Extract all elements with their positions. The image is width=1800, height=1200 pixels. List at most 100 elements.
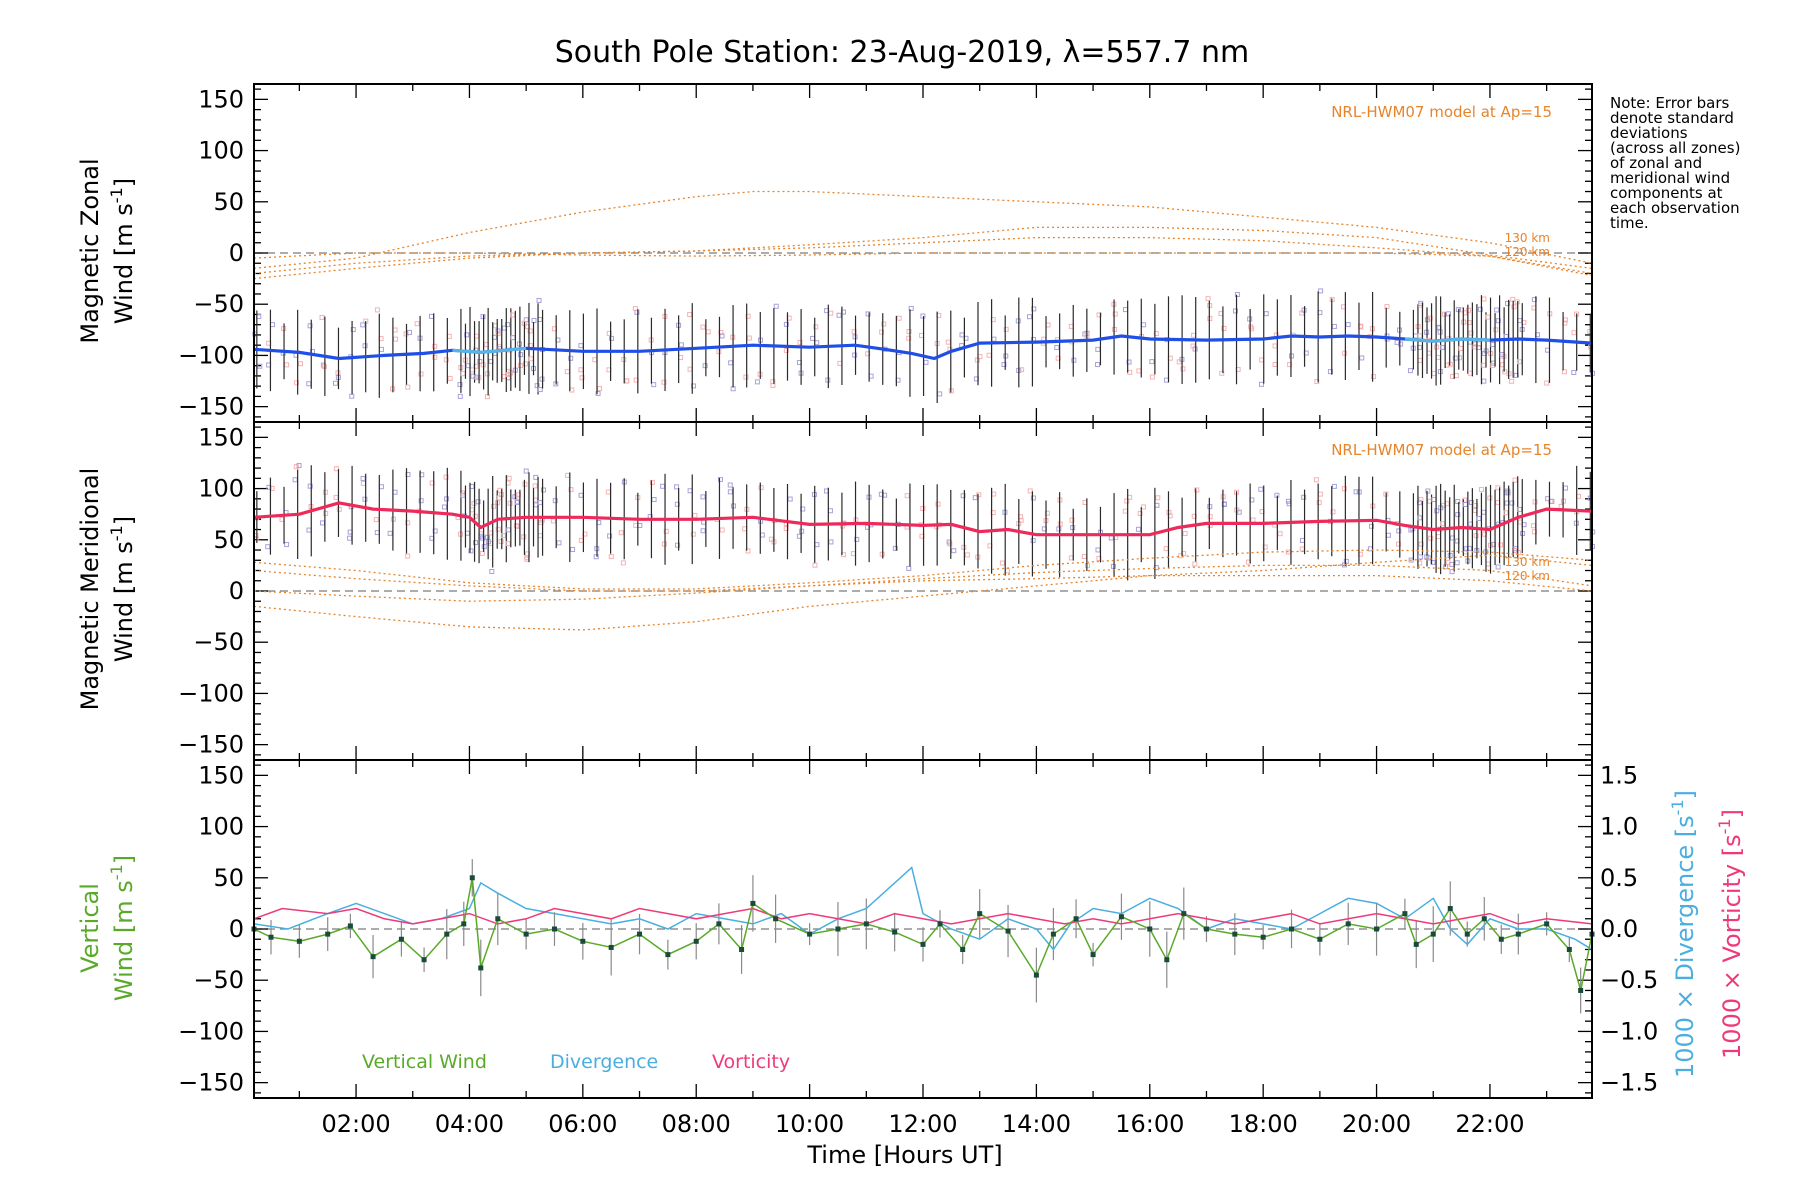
y-tick-label: −50 xyxy=(193,966,244,994)
scatter-point xyxy=(523,468,529,474)
vertical-wind-point xyxy=(1203,926,1209,932)
scatter-point xyxy=(429,313,435,319)
model-label: NRL-HWM07 model at Ap=15 xyxy=(1331,103,1552,121)
note-line: each observation xyxy=(1610,199,1740,217)
x-tick-label: 14:00 xyxy=(1002,1110,1071,1138)
scatter-point xyxy=(1259,357,1265,363)
note-line: components at xyxy=(1610,184,1723,202)
vertical-wind-point xyxy=(1566,946,1572,952)
scatter-point xyxy=(1081,553,1087,559)
scatter-point xyxy=(1571,330,1577,336)
vertical-wind-point xyxy=(370,954,376,960)
scatter-point xyxy=(906,329,912,335)
model-line xyxy=(253,554,1593,631)
scatter-point xyxy=(296,463,302,469)
scatter-point xyxy=(1219,370,1225,376)
model-line xyxy=(253,226,1593,280)
scatter-point xyxy=(1096,312,1102,318)
scatter-point xyxy=(307,483,313,489)
scatter-point xyxy=(1019,367,1025,373)
panel-frame xyxy=(253,759,1593,1099)
scatter-point xyxy=(1044,510,1050,516)
scatter-point xyxy=(1449,569,1455,575)
scatter-point xyxy=(257,363,263,369)
scatter-point xyxy=(532,483,538,489)
scatter-point xyxy=(378,484,384,490)
vertical-wind-point xyxy=(807,931,813,937)
legend-vorticity: Vorticity xyxy=(712,1051,790,1073)
scatter-point xyxy=(678,342,684,348)
scatter-point xyxy=(661,541,667,547)
scatter-point xyxy=(836,312,842,318)
scatter-point xyxy=(828,310,834,316)
vertical-wind-point xyxy=(960,946,966,952)
scatter-point xyxy=(719,527,725,533)
zonal-ylabel-line1: Magnetic Zonal xyxy=(76,158,104,343)
scatter-point xyxy=(1314,379,1320,385)
scatter-point xyxy=(360,480,366,486)
scatter-point xyxy=(1511,304,1517,310)
scatter-point xyxy=(1532,499,1538,505)
scatter-point xyxy=(768,536,774,542)
vertical-wind-point xyxy=(268,934,274,940)
scatter-point xyxy=(592,357,598,363)
scatter-point xyxy=(1481,296,1487,302)
y-tick-label: 50 xyxy=(213,188,244,216)
scatter-point xyxy=(879,329,885,335)
scatter-point xyxy=(490,503,496,509)
scatter-point xyxy=(527,328,533,334)
scatter-point xyxy=(506,527,512,533)
y-tick-label: −150 xyxy=(178,393,244,421)
scatter-point xyxy=(570,546,576,552)
scatter-point xyxy=(297,361,303,367)
scatter-point xyxy=(444,496,450,502)
vertical-wind-point xyxy=(920,941,926,947)
scatter-point xyxy=(649,479,655,485)
scatter-point xyxy=(1353,489,1359,495)
scatter-point xyxy=(1495,318,1501,324)
scatter-point xyxy=(1285,549,1291,555)
scatter-point xyxy=(633,522,639,528)
vertical-wind-point xyxy=(580,938,586,944)
y-tick-label: 100 xyxy=(198,137,244,165)
vertical-wind-point xyxy=(1515,931,1521,937)
zonal-ylabel-line2: Wind [m s-1] xyxy=(107,178,138,324)
vertical-wind-point xyxy=(461,921,467,927)
scatter-point xyxy=(675,542,681,548)
scatter-point xyxy=(814,542,820,548)
scatter-point xyxy=(405,384,411,390)
legend: Vertical Wind Divergence Vorticity xyxy=(362,1051,790,1073)
scatter-point xyxy=(1331,323,1337,329)
altitude-label-130: 130 km xyxy=(1505,231,1550,245)
scatter-point xyxy=(333,466,339,472)
scatter-point xyxy=(687,488,693,494)
y-tick-label: 150 xyxy=(198,423,244,451)
scatter-point xyxy=(945,339,951,345)
scatter-point xyxy=(405,553,411,559)
scatter-point xyxy=(1385,532,1391,538)
scatter-point xyxy=(1095,362,1101,368)
scatter-point xyxy=(533,474,539,480)
scatter-point xyxy=(540,487,546,493)
scatter-point xyxy=(1435,534,1441,540)
vertical-wind-point xyxy=(739,946,745,952)
scatter-point xyxy=(618,530,624,536)
scatter-point xyxy=(758,485,764,491)
scatter-point xyxy=(537,500,543,506)
scatter-point xyxy=(896,315,902,321)
scatter-point xyxy=(392,489,398,495)
scatter-point xyxy=(568,487,574,493)
x-tick-label: 02:00 xyxy=(321,1110,390,1138)
scatter-point xyxy=(964,552,970,558)
scatter-point xyxy=(787,496,793,502)
scatter-point xyxy=(773,303,779,309)
scatter-point xyxy=(393,336,399,342)
scatter-point xyxy=(754,379,760,385)
scatter-point xyxy=(552,498,558,504)
scatter-point xyxy=(1030,495,1036,501)
scatter-point xyxy=(920,313,926,319)
scatter-point xyxy=(534,383,540,389)
x-tick-label: 06:00 xyxy=(548,1110,617,1138)
scatter-point xyxy=(1136,368,1142,374)
